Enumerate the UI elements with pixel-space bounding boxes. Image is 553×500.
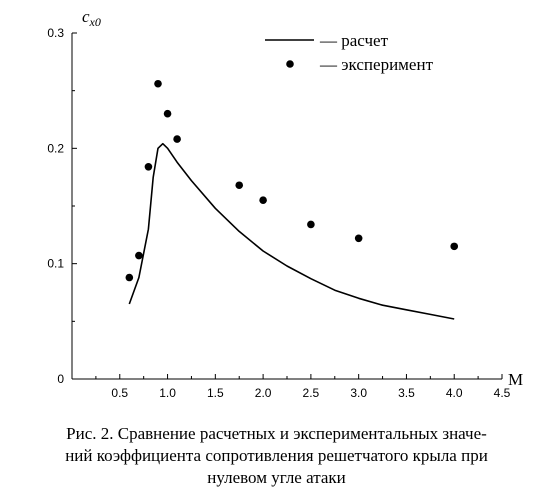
x-axis-label: M: [508, 370, 523, 389]
x-tick-label: 1.5: [207, 386, 224, 400]
legend-label-calc: — расчет: [319, 31, 389, 50]
scatter-point-experiment: [125, 273, 134, 282]
scatter-point-experiment: [163, 109, 172, 118]
x-tick-label: 3.5: [398, 386, 415, 400]
chart: 0.5 1.0 1.5 2.0 2.5 3.0 3.5 4.0 4.5 0 0.1 0.2 0.3 cx0…: [47, 7, 523, 400]
scatter-point-experiment: [154, 79, 162, 88]
scatter-point-experiment: [307, 220, 315, 229]
series-line-calc: [128, 142, 455, 320]
x-tick-label: 4.0: [446, 386, 463, 400]
x-tick-label: 4.5: [494, 386, 511, 400]
x-tick-label: 2.5: [303, 386, 320, 400]
scatter-point-experiment: [450, 242, 459, 251]
y-tick-label: 0.2: [47, 141, 64, 155]
y-tick-label: 0: [57, 372, 64, 386]
figure-caption: Рис. 2. Сравнение расчетных и эксперимен…: [10, 423, 543, 489]
scatter-point-experiment: [354, 234, 363, 243]
scatter-point-experiment: [235, 181, 244, 190]
y-tick-label: 0.1: [47, 257, 64, 271]
caption-line-1: Рис. 2. Сравнение расчетных и эксперимен…: [66, 424, 487, 443]
scatter-point-experiment: [144, 162, 153, 171]
scatter-point-experiment: [135, 251, 143, 260]
caption-line-3: нулевом угле атаки: [207, 468, 346, 487]
caption-line-2: ний коэффициента сопротивления решетчато…: [65, 446, 488, 465]
scatter-point-experiment: [259, 196, 267, 205]
legend-label-experiment: — эксперимент: [319, 55, 434, 74]
x-tick-label: 2.0: [255, 386, 272, 400]
y-axis-label: cx0: [82, 7, 101, 29]
x-tick-label: 3.0: [350, 386, 367, 400]
legend-dot-swatch: [286, 60, 294, 68]
x-tick-label: 0.5: [111, 386, 128, 400]
y-tick-label: 0.3: [47, 26, 64, 40]
scatter-point-experiment: [173, 135, 181, 143]
x-tick-label: 1.0: [159, 386, 176, 400]
